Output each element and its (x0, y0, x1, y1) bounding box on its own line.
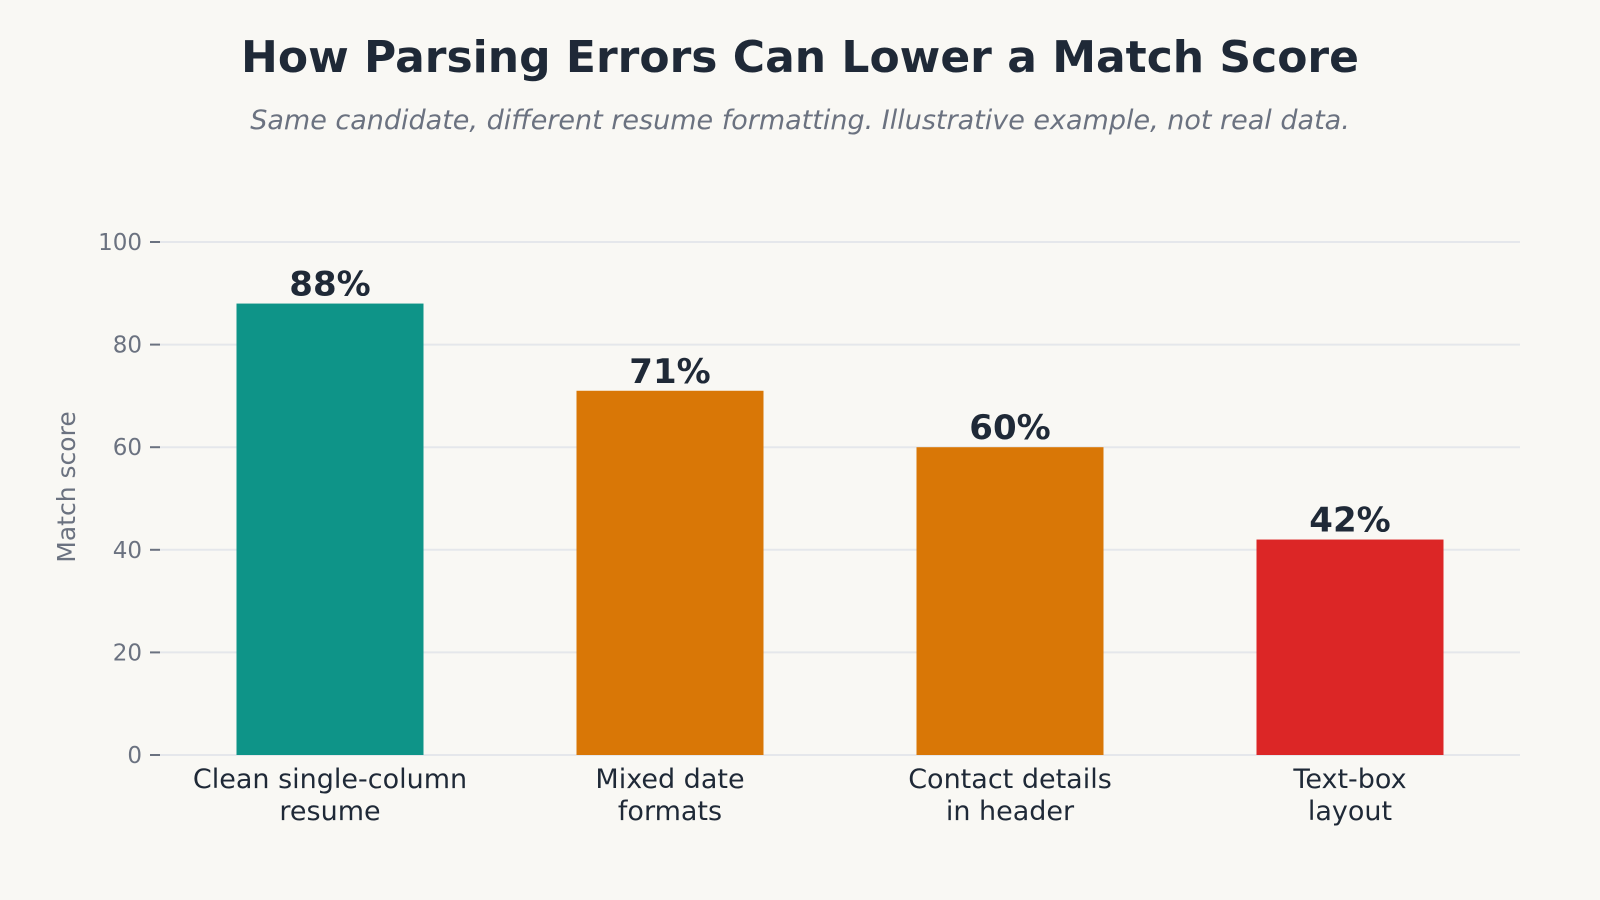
x-category-label: Clean single-column resume (193, 764, 467, 827)
y-tick-label: 40 (113, 538, 142, 564)
x-category-label-line: layout (1308, 796, 1392, 827)
x-category-label-line: in header (946, 796, 1075, 827)
data-label: 71% (629, 352, 710, 392)
y-axis-label: Match score (52, 411, 81, 562)
bar (916, 447, 1104, 755)
bar (576, 390, 764, 755)
x-category-label-line: formats (618, 796, 722, 827)
x-category-label-line: Text-box (1292, 764, 1406, 795)
y-tick-label: 60 (113, 435, 142, 461)
bars (236, 303, 1444, 755)
data-label: 42% (1309, 501, 1390, 541)
data-labels: 88% 71% 60% 42% (289, 265, 1390, 541)
x-axis-categories: Clean single-column resume Mixed date forma… (193, 764, 1407, 827)
y-axis-ticks: 0 20 40 60 80 100 (98, 230, 160, 769)
data-label: 88% (289, 265, 370, 305)
x-category-label-line: resume (279, 796, 380, 827)
data-label: 60% (969, 408, 1050, 448)
y-tick-label: 80 (113, 333, 142, 359)
y-tick-label: 20 (113, 640, 142, 666)
x-category-label: Text-box layout (1292, 764, 1406, 827)
x-category-label: Mixed date formats (595, 764, 744, 827)
x-category-label-line: Contact details (908, 764, 1112, 795)
chart-title: How Parsing Errors Can Lower a Match Sco… (241, 32, 1359, 83)
bar (236, 303, 424, 755)
x-category-label-line: Mixed date (595, 764, 744, 795)
x-category-label: Contact details in header (908, 764, 1112, 827)
chart-subtitle: Same candidate, different resume formatt… (250, 105, 1350, 136)
x-category-label-line: Clean single-column (193, 764, 467, 795)
bar (1256, 539, 1444, 755)
y-tick-label: 0 (127, 743, 142, 769)
y-tick-label: 100 (98, 230, 142, 256)
